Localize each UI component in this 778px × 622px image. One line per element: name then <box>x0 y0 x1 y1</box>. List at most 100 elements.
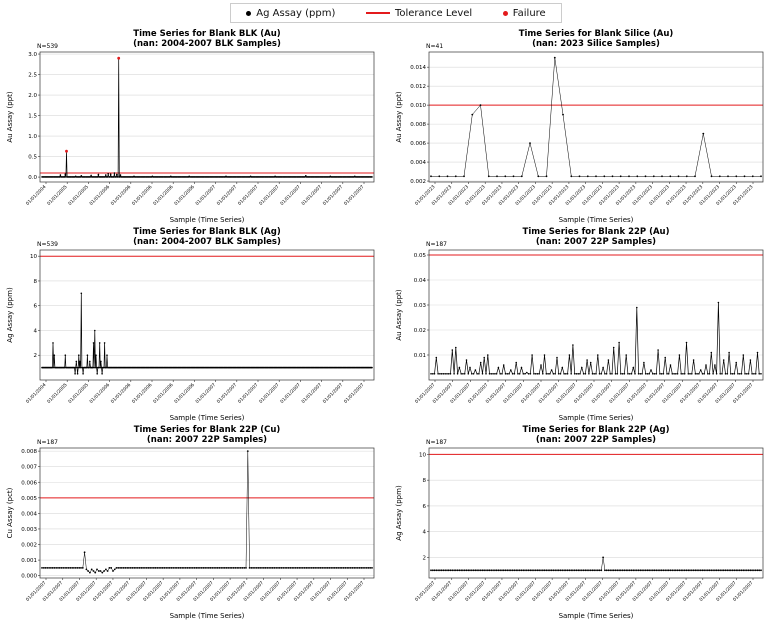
chart-subtitle: (nan: 2004-2007 BLK Samples) <box>133 39 281 49</box>
data-point <box>703 373 705 375</box>
data-point <box>94 329 96 332</box>
x-tick-label: 01/01/2004 <box>25 184 48 207</box>
data-point <box>490 373 493 375</box>
data-point <box>55 567 58 569</box>
data-point <box>51 366 54 369</box>
data-point <box>621 569 624 572</box>
data-point <box>227 567 230 569</box>
data-point <box>453 569 455 572</box>
data-point <box>349 567 352 569</box>
data-point <box>749 569 752 572</box>
data-point <box>561 366 564 369</box>
data-point <box>103 570 105 572</box>
data-point <box>628 175 630 178</box>
data-point <box>664 569 667 572</box>
data-point <box>612 346 615 349</box>
data-point <box>694 373 697 375</box>
data-point <box>659 373 661 375</box>
data-point <box>105 174 107 176</box>
data-point <box>717 301 720 304</box>
data-point <box>58 567 61 569</box>
x-tick-label: 01/01/2007 <box>343 382 366 405</box>
data-point <box>538 373 540 375</box>
data-point <box>116 173 118 176</box>
y-tick-label: 1.0 <box>28 134 37 140</box>
data-point <box>481 373 484 375</box>
data-point <box>342 567 345 569</box>
x-tick-label: 01/01/2006 <box>173 382 196 405</box>
y-axis-label: Au Assay (ppt) <box>6 91 14 143</box>
data-point <box>603 175 606 178</box>
data-point <box>678 569 681 572</box>
data-point <box>543 569 546 572</box>
data-point <box>81 567 84 569</box>
data-point <box>685 569 688 572</box>
data-point <box>78 354 80 356</box>
chart-title: Time Series for Blank 22P (Cu) <box>134 425 281 435</box>
y-tick-label: 0.0 <box>28 175 37 181</box>
data-point <box>517 569 519 572</box>
data-point <box>447 569 450 572</box>
data-point <box>71 567 74 569</box>
data-point <box>218 567 221 569</box>
data-point <box>644 175 647 178</box>
data-point <box>545 569 548 572</box>
data-point <box>59 174 62 176</box>
data-point <box>57 567 59 569</box>
data-point <box>724 373 727 375</box>
chart-title: Time Series for Blank 22P (Au) <box>523 227 670 237</box>
data-point <box>230 567 233 569</box>
data-point <box>250 567 253 569</box>
data-point <box>529 142 531 144</box>
data-point <box>458 366 461 369</box>
data-point <box>432 373 434 375</box>
data-point <box>533 373 535 375</box>
data-point <box>634 569 636 572</box>
data-point <box>568 569 571 572</box>
data-point <box>90 174 92 177</box>
chart-panel-22p-cu: Time Series for Blank 22P (Cu)(nan: 2007… <box>6 425 375 620</box>
data-point <box>578 175 581 178</box>
data-point <box>433 373 436 375</box>
data-point <box>300 567 302 569</box>
legend-marker-failure <box>502 10 508 16</box>
y-tick-label: 10 <box>419 452 426 458</box>
data-point <box>536 569 539 572</box>
data-point <box>639 569 642 572</box>
data-point <box>69 567 72 569</box>
data-point <box>598 373 601 375</box>
data-point <box>144 567 146 569</box>
data-point <box>714 364 716 366</box>
data-point <box>504 373 507 375</box>
data-point <box>575 373 578 375</box>
data-point <box>83 551 86 554</box>
data-point <box>760 175 762 178</box>
data-point <box>105 568 107 571</box>
data-point <box>340 567 343 569</box>
data-point <box>151 567 153 569</box>
data-point <box>87 570 89 572</box>
data-point <box>509 569 512 572</box>
data-point <box>635 569 638 572</box>
data-point <box>229 567 232 569</box>
data-point <box>602 366 604 369</box>
data-point <box>586 175 589 178</box>
data-point <box>371 176 373 178</box>
data-point <box>550 369 553 371</box>
data-point <box>602 556 604 559</box>
data-point <box>101 373 103 375</box>
data-point <box>479 104 482 106</box>
y-tick-label: 0.014 <box>410 65 426 71</box>
data-point <box>447 373 450 375</box>
y-tick-label: 0.002 <box>410 179 426 185</box>
data-point <box>53 354 56 356</box>
data-point <box>653 569 656 572</box>
x-tick-label: 01/01/2007 <box>258 382 281 405</box>
data-point <box>41 567 43 569</box>
data-point <box>497 569 500 572</box>
data-point <box>754 373 757 375</box>
data-point <box>317 567 320 569</box>
data-point <box>600 373 603 375</box>
data-point <box>291 567 294 569</box>
data-point <box>719 569 722 572</box>
